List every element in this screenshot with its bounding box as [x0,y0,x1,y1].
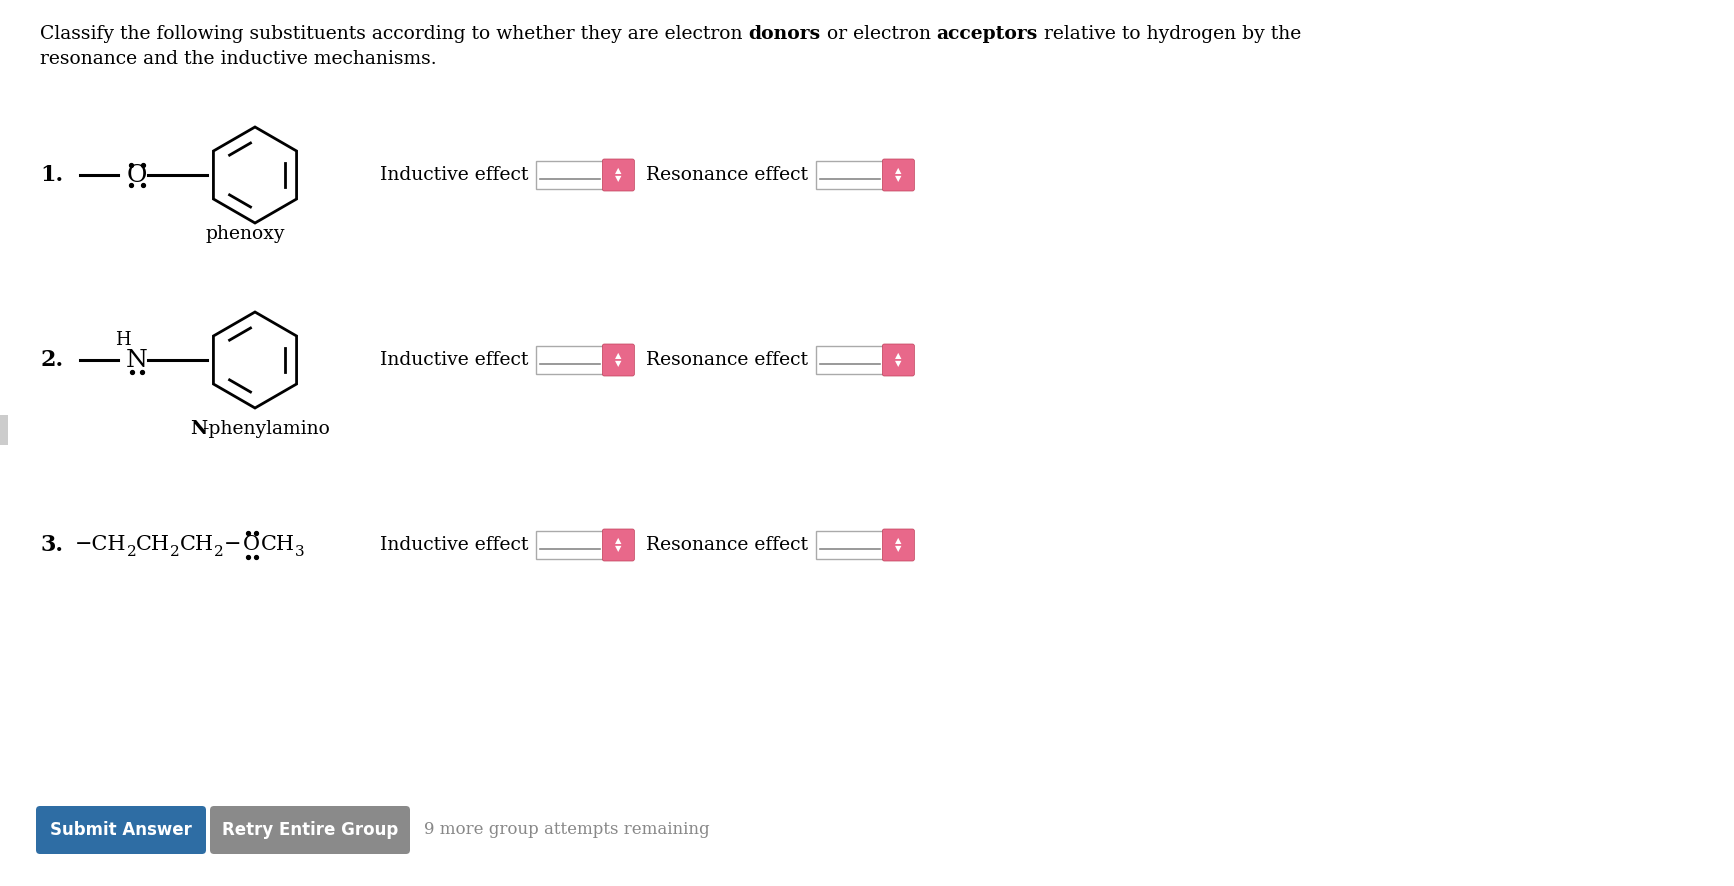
Text: ▲: ▲ [616,352,621,361]
Text: resonance and the inductive mechanisms.: resonance and the inductive mechanisms. [40,50,437,68]
FancyBboxPatch shape [883,529,914,561]
Text: O: O [243,535,260,555]
Text: ▲: ▲ [895,537,902,546]
Text: 3.: 3. [40,534,62,556]
Text: -phenylamino: -phenylamino [201,420,329,438]
Text: Submit Answer: Submit Answer [50,821,192,839]
Text: 9 more group attempts remaining: 9 more group attempts remaining [425,821,709,838]
Text: 1.: 1. [40,164,62,186]
FancyBboxPatch shape [536,531,605,559]
Text: phenoxy: phenoxy [205,225,284,243]
FancyBboxPatch shape [817,531,884,559]
Text: donors: donors [749,25,820,43]
Text: 2: 2 [213,545,224,559]
FancyBboxPatch shape [536,346,605,374]
Text: O: O [127,164,147,186]
Text: 3: 3 [295,545,305,559]
Text: N: N [127,348,147,371]
FancyBboxPatch shape [883,344,914,376]
FancyBboxPatch shape [210,806,409,854]
Text: O: O [243,535,260,555]
Text: Inductive effect: Inductive effect [380,351,529,369]
Text: ▲: ▲ [895,352,902,361]
Text: acceptors: acceptors [936,25,1039,43]
FancyBboxPatch shape [817,346,884,374]
Text: −: − [224,535,241,555]
Text: CH: CH [262,535,295,555]
Text: relative to hydrogen by the: relative to hydrogen by the [1039,25,1300,43]
Text: 2: 2 [170,545,180,559]
Text: ▼: ▼ [616,175,621,183]
FancyBboxPatch shape [883,159,914,191]
Text: N: N [191,420,206,438]
Text: ▼: ▼ [895,545,902,554]
Text: Retry Entire Group: Retry Entire Group [222,821,399,839]
Text: Resonance effect: Resonance effect [647,166,808,184]
FancyBboxPatch shape [602,529,635,561]
Text: ▲: ▲ [616,167,621,175]
FancyBboxPatch shape [602,159,635,191]
FancyBboxPatch shape [602,344,635,376]
Text: 2.: 2. [40,349,62,371]
Text: ▼: ▼ [895,175,902,183]
Text: ▼: ▼ [895,360,902,369]
Text: CH: CH [180,535,213,555]
Text: Inductive effect: Inductive effect [380,536,529,554]
Text: ▼: ▼ [616,545,621,554]
Text: or electron: or electron [820,25,936,43]
FancyBboxPatch shape [0,415,9,445]
Text: Inductive effect: Inductive effect [380,166,529,184]
FancyBboxPatch shape [536,161,605,189]
FancyBboxPatch shape [817,161,884,189]
Text: Classify the following substituents according to whether they are electron: Classify the following substituents acco… [40,25,749,43]
Text: 2: 2 [127,545,137,559]
Text: ▲: ▲ [895,167,902,175]
Text: H: H [114,331,130,349]
Text: ▼: ▼ [616,360,621,369]
Text: CH: CH [137,535,170,555]
FancyBboxPatch shape [36,806,206,854]
Text: Resonance effect: Resonance effect [647,351,808,369]
Text: −CH: −CH [75,535,127,555]
Text: ▲: ▲ [616,537,621,546]
Text: Resonance effect: Resonance effect [647,536,808,554]
